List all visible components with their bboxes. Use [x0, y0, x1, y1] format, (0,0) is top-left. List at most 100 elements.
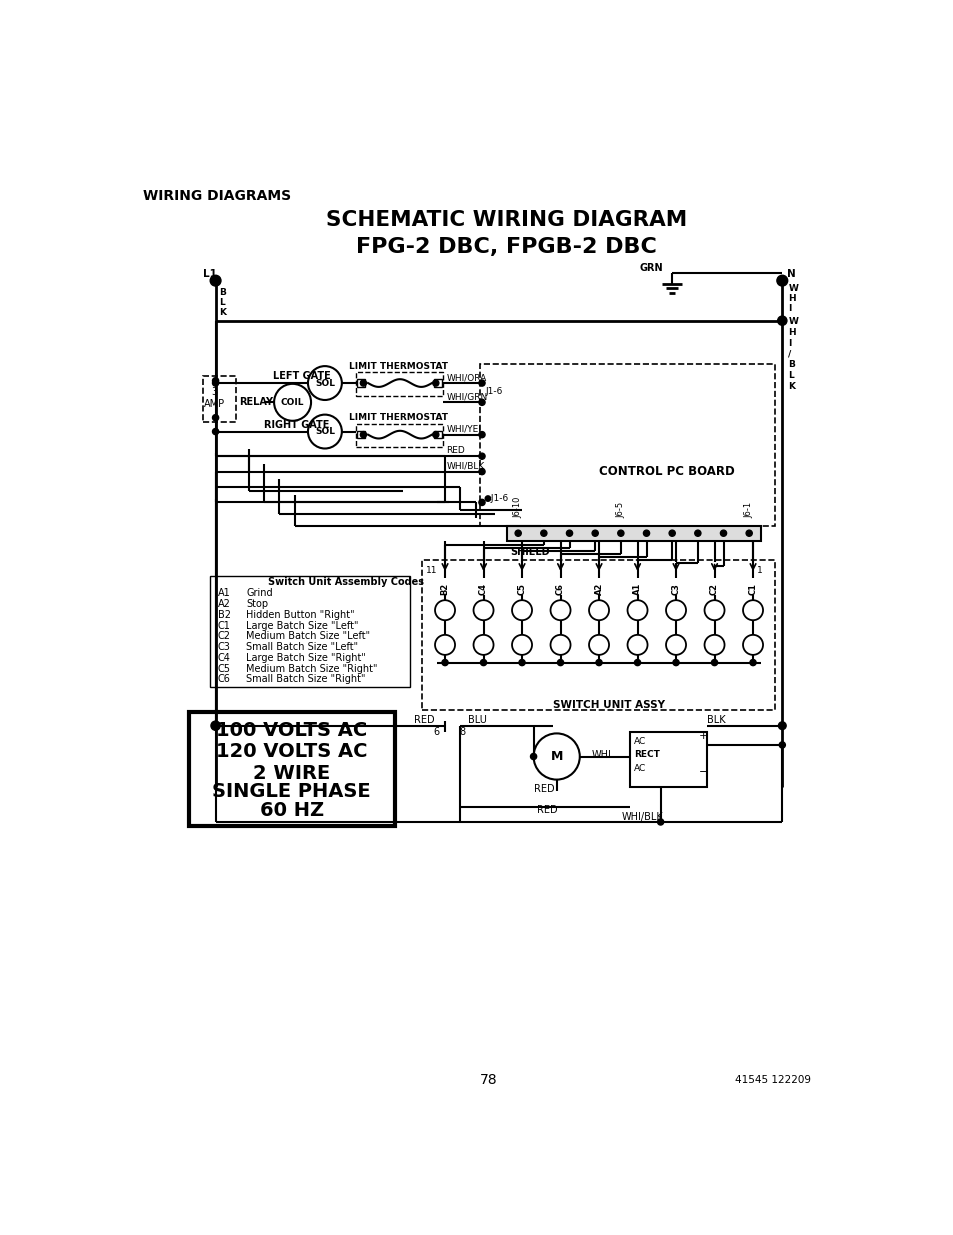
Text: SOL: SOL — [314, 427, 335, 436]
Text: AMP: AMP — [203, 399, 224, 409]
Circle shape — [478, 468, 484, 474]
Bar — [210, 577, 410, 687]
Text: SOL: SOL — [314, 379, 335, 388]
Bar — [356, 372, 443, 396]
Text: I: I — [787, 304, 791, 312]
Text: 6: 6 — [433, 727, 439, 737]
Text: C2: C2 — [709, 583, 719, 594]
Bar — [190, 711, 395, 826]
Text: A1: A1 — [217, 588, 231, 598]
Text: Small Batch Size "Right": Small Batch Size "Right" — [246, 674, 366, 684]
Circle shape — [596, 659, 601, 666]
Text: 60 HZ: 60 HZ — [259, 802, 323, 820]
Text: A2: A2 — [594, 583, 603, 595]
Circle shape — [433, 380, 438, 387]
Text: LIMIT THERMOSTAT: LIMIT THERMOSTAT — [349, 362, 447, 370]
Bar — [356, 431, 365, 438]
Text: FPG-2 DBC, FPGB-2 DBC: FPG-2 DBC, FPGB-2 DBC — [355, 237, 657, 257]
Text: B2: B2 — [440, 583, 449, 595]
Circle shape — [672, 659, 679, 666]
Circle shape — [480, 659, 486, 666]
Text: C1: C1 — [217, 621, 231, 631]
Text: SCHEMATIC WIRING DIAGRAM: SCHEMATIC WIRING DIAGRAM — [326, 210, 686, 230]
Text: B: B — [787, 361, 795, 369]
Text: Medium Batch Size "Left": Medium Batch Size "Left" — [246, 631, 370, 641]
Text: −: − — [699, 767, 708, 777]
Text: C6: C6 — [556, 583, 564, 594]
Text: RECT: RECT — [633, 751, 659, 760]
Bar — [421, 561, 774, 710]
Text: Medium Batch Size "Right": Medium Batch Size "Right" — [246, 663, 377, 674]
Text: Large Batch Size "Right": Large Batch Size "Right" — [246, 653, 366, 663]
Circle shape — [720, 530, 726, 536]
Text: Grind: Grind — [246, 588, 273, 598]
Circle shape — [711, 659, 717, 666]
Circle shape — [210, 275, 221, 287]
Text: C5: C5 — [517, 583, 526, 594]
Text: Switch Unit Assembly Codes: Switch Unit Assembly Codes — [268, 578, 423, 588]
Text: Large Batch Size "Left": Large Batch Size "Left" — [246, 621, 358, 631]
Circle shape — [657, 819, 663, 825]
Circle shape — [642, 530, 649, 536]
Circle shape — [745, 530, 752, 536]
Text: RIGHT GATE: RIGHT GATE — [264, 420, 329, 431]
Text: Small Batch Size "Left": Small Batch Size "Left" — [246, 642, 358, 652]
Circle shape — [360, 431, 366, 437]
Text: AC: AC — [633, 764, 645, 773]
Text: B2: B2 — [217, 610, 231, 620]
Text: RED: RED — [414, 715, 435, 725]
Text: C2: C2 — [217, 631, 231, 641]
Text: +: + — [699, 731, 708, 741]
Text: 2 WIRE: 2 WIRE — [253, 764, 330, 783]
Text: BLU: BLU — [468, 715, 486, 725]
Text: C4: C4 — [217, 653, 231, 663]
Text: W: W — [787, 284, 798, 293]
Circle shape — [478, 453, 484, 459]
Circle shape — [779, 742, 784, 748]
Circle shape — [478, 499, 484, 505]
Circle shape — [776, 275, 787, 287]
Text: 100 VOLTS AC: 100 VOLTS AC — [216, 721, 367, 740]
Circle shape — [478, 399, 484, 405]
Circle shape — [515, 530, 520, 536]
Text: L1: L1 — [203, 269, 217, 279]
Text: L: L — [218, 299, 224, 308]
Text: SWITCH UNIT ASSY: SWITCH UNIT ASSY — [552, 700, 664, 710]
Text: I: I — [787, 338, 791, 347]
Text: AC: AC — [633, 736, 645, 746]
Circle shape — [557, 659, 563, 666]
Circle shape — [540, 530, 546, 536]
Text: WHI/YEL: WHI/YEL — [446, 425, 483, 433]
Text: A1: A1 — [633, 583, 641, 595]
Bar — [356, 379, 365, 387]
Text: RED: RED — [537, 805, 558, 815]
Text: 41545 122209: 41545 122209 — [734, 1074, 810, 1084]
Circle shape — [592, 530, 598, 536]
Text: A2: A2 — [217, 599, 231, 609]
Text: WHI: WHI — [591, 750, 611, 760]
Circle shape — [433, 431, 438, 437]
Circle shape — [530, 753, 537, 760]
Bar — [434, 379, 441, 387]
Text: WHI/ORA: WHI/ORA — [446, 373, 486, 382]
Circle shape — [213, 378, 218, 384]
Circle shape — [213, 429, 218, 435]
Circle shape — [360, 380, 366, 387]
Text: BLK: BLK — [706, 715, 724, 725]
Circle shape — [778, 721, 785, 730]
Text: J6-5: J6-5 — [616, 501, 625, 517]
Text: L: L — [787, 370, 793, 380]
Text: C1: C1 — [748, 583, 757, 594]
Text: SHIELD: SHIELD — [510, 547, 550, 557]
Text: 11: 11 — [425, 566, 436, 574]
Text: J1-6: J1-6 — [484, 387, 502, 396]
Text: WHI/BLK: WHI/BLK — [621, 811, 663, 821]
Text: C4: C4 — [478, 583, 488, 594]
Text: H: H — [787, 294, 795, 303]
Text: LIMIT THERMOSTAT: LIMIT THERMOSTAT — [349, 414, 447, 422]
Bar — [506, 526, 760, 541]
Circle shape — [213, 380, 218, 387]
Text: WIRING DIAGRAMS: WIRING DIAGRAMS — [143, 189, 291, 203]
Text: CONTROL PC BOARD: CONTROL PC BOARD — [598, 466, 734, 478]
Text: 78: 78 — [479, 1073, 497, 1087]
